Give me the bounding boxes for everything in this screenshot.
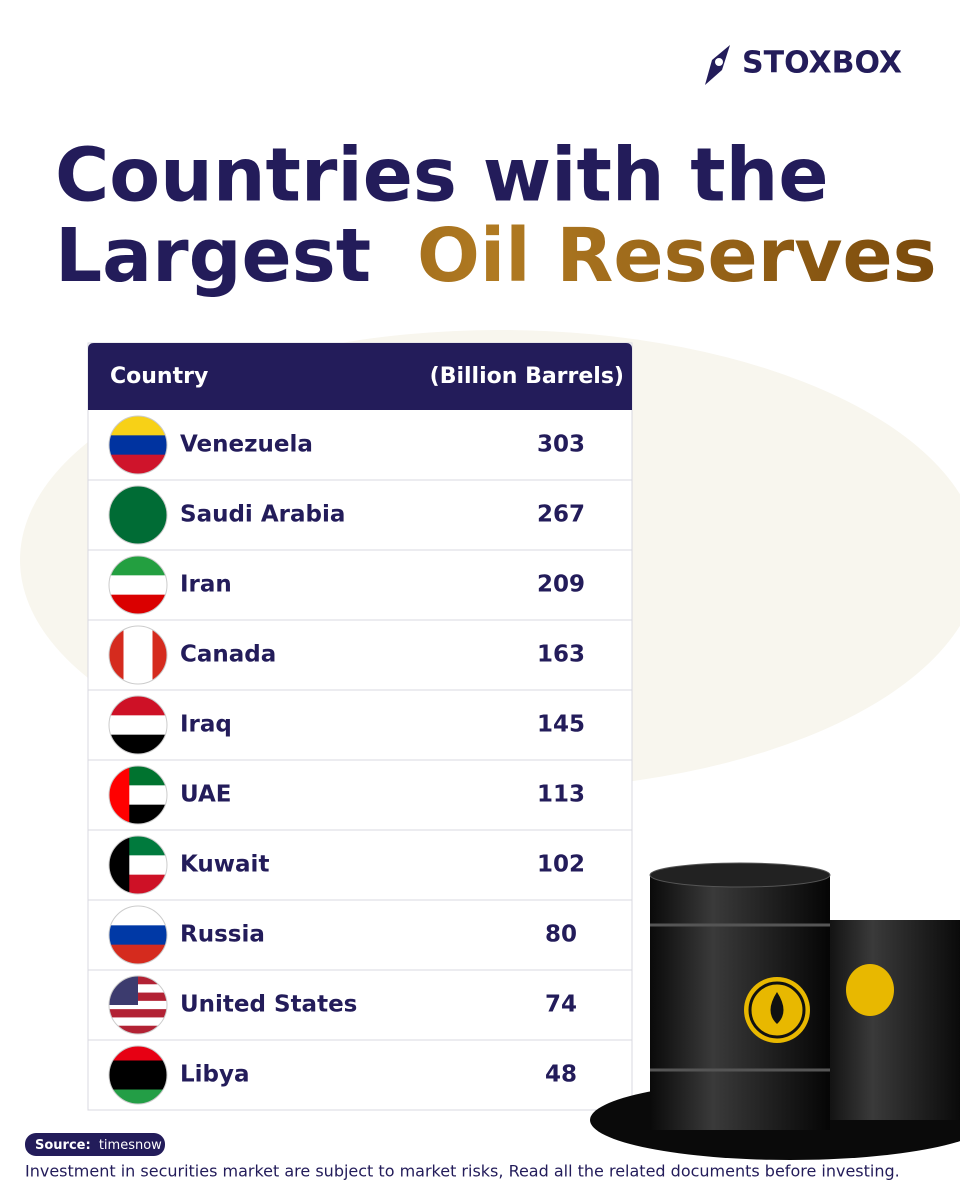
flag [109, 416, 167, 474]
country-name: UAE [180, 782, 231, 808]
reserve-value: 80 [545, 922, 577, 948]
flag-stripe [109, 556, 167, 576]
flag-stripe [109, 925, 167, 946]
header-value: (Billion Barrels) [430, 364, 624, 389]
flag-band [109, 766, 130, 824]
flag [109, 906, 167, 964]
reserve-value: 145 [537, 712, 585, 738]
flag-stripe [109, 1025, 167, 1034]
oil-barrels [590, 862, 960, 1160]
table-body: Venezuela 303 Saudi Arabia 267 Iran 209 Canada… [88, 415, 632, 1105]
flag-border [108, 625, 168, 685]
flag-stripe [109, 1060, 167, 1076]
flag [109, 486, 167, 544]
logo: STOXBOX [705, 45, 902, 85]
flag-stripe [109, 416, 167, 436]
flag-stripe [109, 454, 167, 474]
flag-border [108, 695, 168, 755]
source: Source: timesnow [35, 1138, 162, 1153]
title-line-1: Countries with the [55, 133, 829, 219]
flag-stripe [109, 734, 167, 754]
flag-stripe [109, 486, 167, 544]
flag-border [108, 415, 168, 475]
title-plain: Largest [55, 213, 371, 299]
reserve-value: 113 [537, 782, 585, 808]
country-name: Iran [180, 572, 232, 598]
flag-stripe [109, 906, 167, 926]
table-header [88, 343, 632, 410]
country-name: Canada [180, 642, 276, 668]
flag [109, 696, 167, 754]
flag-stripe [123, 626, 139, 684]
country-name: Kuwait [180, 852, 269, 878]
flag-border [108, 555, 168, 615]
reserve-value: 163 [537, 642, 585, 668]
country-name: United States [180, 992, 357, 1018]
reserve-value: 74 [545, 992, 577, 1018]
flag-stripe [109, 575, 167, 596]
flag-border [108, 1045, 168, 1105]
country-name: Russia [180, 922, 265, 948]
flag-stripe [109, 944, 167, 964]
flag-stripe [109, 715, 167, 736]
flag-border [108, 975, 168, 1035]
country-name: Libya [180, 1062, 250, 1088]
reserve-value: 303 [537, 432, 585, 458]
source-pill [25, 1133, 165, 1156]
flag-border [108, 835, 168, 895]
flag [109, 556, 167, 614]
brand: STOXBOX [742, 46, 902, 81]
source-label: Source: [35, 1138, 91, 1153]
flag-stripe [109, 1075, 167, 1090]
flag [109, 766, 167, 824]
title-highlight: Oil Reserves [417, 213, 937, 299]
header-country: Country [110, 364, 208, 389]
source-value: timesnow [99, 1138, 162, 1153]
reserve-value: 48 [545, 1062, 577, 1088]
country-name: Iraq [180, 712, 232, 738]
reserve-value: 267 [537, 502, 585, 528]
title-line-2: Largest Oil Reserves [55, 213, 937, 299]
country-name: Venezuela [180, 432, 313, 458]
flag-stripe [109, 1000, 167, 1010]
flag-border [108, 765, 168, 825]
flag-stripe [109, 1017, 167, 1027]
reserve-value: 102 [537, 852, 585, 878]
flag-stripe [109, 1009, 167, 1018]
flag-border [108, 905, 168, 965]
flag-stripe [109, 696, 167, 716]
disclaimer: Investment in securities market are subj… [25, 1162, 900, 1181]
flag-stripe [109, 594, 167, 614]
flag-stripe [109, 435, 167, 456]
flag-band [109, 836, 130, 894]
country-name: Saudi Arabia [180, 502, 345, 528]
table [87, 342, 633, 1111]
flag [109, 836, 167, 894]
flag-border [108, 485, 168, 545]
flag-stripe [138, 626, 153, 684]
reserve-value: 209 [537, 572, 585, 598]
